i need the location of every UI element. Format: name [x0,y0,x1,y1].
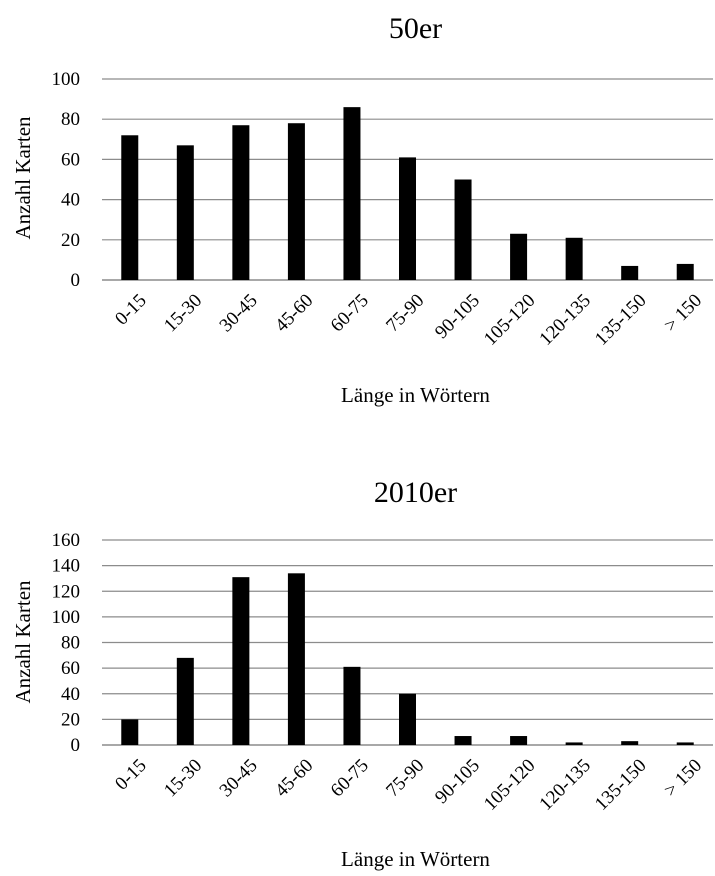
y-axis-label: Anzahl Karten [11,116,35,240]
bar-60-75 [343,666,361,745]
x-tick-label: 0-15 [111,755,150,794]
bar-60-75 [343,107,361,280]
y-tick-label: 60 [61,149,80,170]
chart-title: 50er [389,12,442,45]
x-axis-label: Länge in Wörtern [341,847,490,871]
y-tick-label: 100 [52,69,81,90]
y-tick-label: 80 [61,109,80,130]
x-tick-label: 120-135 [535,755,595,815]
x-tick-label: 105-120 [480,290,540,350]
x-tick-label: 30-45 [216,755,262,801]
x-tick-label: 75-90 [382,290,428,336]
bar-0-15 [121,719,139,745]
y-tick-label: 40 [61,190,80,211]
y-tick-label: 20 [61,709,80,730]
bar-45-60 [287,123,305,280]
y-tick-label: 0 [71,735,81,756]
y-axis-label: Anzahl Karten [11,580,35,704]
y-tick-label: 120 [52,581,81,602]
bar-150 [676,263,694,280]
bar-135-150 [621,265,639,280]
bar-150 [676,742,694,745]
chart-title: 2010er [374,476,457,509]
x-tick-label: 60-75 [327,755,373,801]
x-axis-label: Länge in Wörtern [341,383,490,407]
y-tick-label: 160 [52,530,81,551]
x-tick-label: 105-120 [480,755,540,815]
x-tick-label: 0-15 [111,290,150,329]
x-tick-label: 45-60 [271,755,317,801]
bar-120-135 [565,742,583,745]
x-tick-label: 15-30 [160,755,206,801]
x-tick-label: 90-105 [431,290,484,343]
x-tick-label: 60-75 [327,290,373,336]
y-tick-label: 60 [61,658,80,679]
y-tick-label: 40 [61,684,80,705]
bar-chart-1: 50er 0 20 40 60 80 100 0-15 15-30 30-45 45-60 60-75… [11,12,713,407]
bar-105-120 [510,736,528,745]
bar-30-45 [232,577,250,745]
bar-30-45 [232,125,250,280]
bar-135-150 [621,741,639,745]
x-tick-label: 15-30 [160,290,206,336]
bar-0-15 [121,135,139,280]
x-tick-label: 75-90 [382,755,428,801]
x-tick-label: > 150 [660,290,706,336]
bar-75-90 [399,157,416,280]
bar-15-30 [176,657,194,745]
x-tick-label: 135-150 [591,290,651,350]
bar-90-105 [454,736,472,745]
y-tick-label: 140 [52,556,81,577]
bar-75-90 [399,693,416,745]
y-tick-label: 20 [61,230,80,251]
x-tick-label: 45-60 [271,290,317,336]
x-tick-label: > 150 [660,755,706,801]
bar-15-30 [176,145,194,280]
x-tick-label: 30-45 [216,290,262,336]
bar-120-135 [565,237,583,280]
bar-90-105 [454,179,472,280]
y-tick-label: 100 [52,607,81,628]
y-tick-label: 0 [71,270,81,291]
x-tick-label: 120-135 [535,290,595,350]
bar-chart-2: 2010er 0 20 40 60 80 100 120 140 160 0-15 15-30 30-4… [11,476,713,871]
y-tick-label: 80 [61,633,80,654]
x-tick-label: 135-150 [591,755,651,815]
bar-105-120 [510,233,528,280]
x-tick-label: 90-105 [431,755,484,808]
bar-45-60 [287,573,305,745]
